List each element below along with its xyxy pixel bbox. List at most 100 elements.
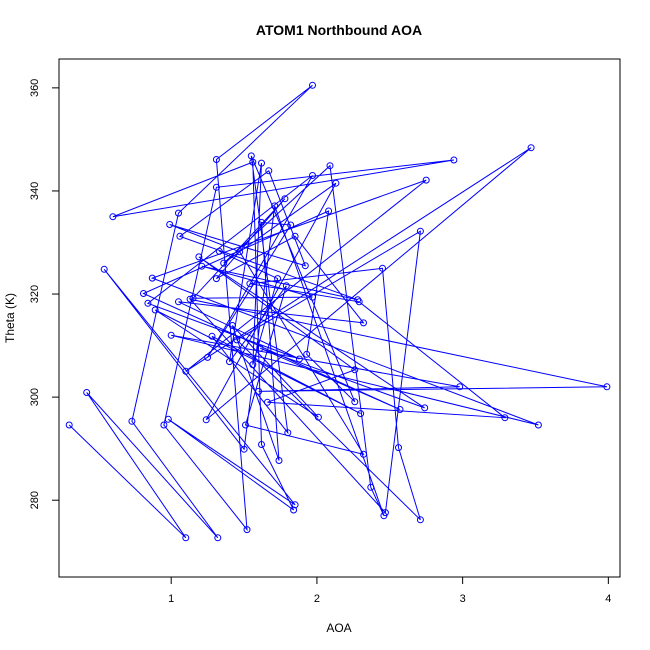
data-point-90	[274, 275, 282, 283]
data-point-44	[355, 298, 363, 306]
data-point-91	[215, 247, 223, 255]
data-point-41	[395, 444, 402, 452]
data-point-74	[281, 195, 289, 203]
data-point-28	[182, 367, 190, 375]
data-point-58	[208, 332, 216, 340]
data-point-22	[367, 483, 375, 491]
data-point-69	[295, 355, 303, 363]
data-point-64	[258, 218, 265, 226]
data-point-11	[450, 156, 458, 164]
data-point-78	[354, 296, 362, 304]
data-point-83	[236, 248, 244, 256]
data-point-31	[534, 421, 542, 429]
data-point-39	[233, 336, 241, 344]
data-point-81	[301, 262, 309, 270]
data-point-38	[416, 227, 424, 235]
data-point-40	[416, 516, 424, 524]
y-tick-label: 300	[29, 388, 41, 406]
data-point-7	[212, 156, 220, 163]
data-point-33	[456, 383, 464, 391]
series-line-0	[68, 84, 608, 539]
data-point-70	[175, 298, 182, 306]
data-point-8	[243, 526, 251, 534]
data-point-88	[258, 159, 265, 167]
data-point-20	[271, 202, 279, 210]
data-point-73	[212, 275, 220, 283]
data-point-68	[144, 299, 152, 307]
x-tick-label: 4	[605, 593, 611, 605]
data-point-89	[249, 361, 257, 369]
y-tick-label: 320	[29, 285, 41, 303]
chart-title: ATOM1 Northbound AOA	[256, 22, 422, 38]
data-point-1	[182, 534, 190, 542]
data-point-51	[396, 406, 404, 413]
data-point-23	[326, 162, 334, 170]
data-point-34	[255, 387, 263, 395]
data-point-53	[325, 207, 333, 215]
data-point-60	[151, 306, 159, 314]
data-point-25	[332, 179, 340, 187]
data-point-26	[202, 416, 210, 424]
data-point-42	[379, 264, 386, 272]
data-point-45	[501, 414, 509, 422]
data-point-36	[186, 295, 194, 303]
data-point-67	[309, 172, 316, 179]
data-point-56	[247, 152, 255, 160]
data-point-18	[100, 265, 108, 273]
data-point-71	[360, 319, 367, 327]
data-point-30	[148, 274, 156, 282]
data-point-49	[421, 404, 429, 412]
data-point-10	[212, 183, 220, 191]
data-point-13	[249, 158, 257, 166]
data-point-86	[282, 282, 290, 290]
data-point-57	[284, 429, 292, 437]
data-point-85	[242, 421, 249, 429]
data-point-63	[275, 457, 283, 464]
x-axis-label: AOA	[326, 621, 351, 635]
data-point-19	[240, 445, 248, 453]
data-point-84	[360, 450, 367, 458]
data-point-72	[291, 232, 299, 240]
data-point-0	[65, 421, 73, 429]
data-point-87	[226, 358, 233, 366]
data-point-80	[265, 167, 273, 175]
data-point-27	[527, 144, 535, 152]
data-point-4	[128, 417, 136, 425]
data-point-66	[204, 353, 212, 361]
data-point-6	[309, 81, 316, 89]
data-point-62	[228, 322, 236, 329]
data-point-16	[164, 415, 172, 423]
data-point-52	[140, 290, 147, 297]
data-point-59	[357, 410, 365, 418]
data-point-79	[176, 232, 184, 240]
y-axis: 280 300 320 340 360	[29, 79, 60, 509]
y-tick-label: 360	[29, 79, 41, 97]
data-point-75	[189, 294, 197, 302]
y-tick-label: 340	[29, 182, 41, 200]
data-point-17	[291, 501, 299, 509]
x-tick-label: 3	[460, 593, 466, 605]
data-point-47	[351, 366, 359, 374]
data-point-5	[175, 209, 182, 217]
data-point-55	[351, 398, 359, 406]
data-point-2	[83, 389, 91, 396]
data-point-50	[256, 344, 264, 352]
data-point-48	[195, 253, 203, 261]
data-point-54	[303, 350, 311, 358]
data-point-65	[287, 221, 295, 229]
x-tick-label: 1	[168, 593, 174, 605]
data-point-14	[258, 441, 265, 448]
data-point-29	[422, 176, 430, 184]
data-point-12	[109, 213, 117, 221]
data-point-35	[603, 383, 611, 391]
data-point-24	[220, 259, 228, 267]
x-tick-label: 2	[314, 593, 320, 605]
y-tick-label: 280	[29, 491, 41, 509]
data-point-43	[246, 280, 254, 288]
data-point-37	[381, 509, 389, 517]
data-point-32	[167, 331, 175, 339]
data-point-9	[160, 421, 168, 429]
series-layer	[65, 81, 611, 542]
data-point-3	[214, 534, 222, 542]
